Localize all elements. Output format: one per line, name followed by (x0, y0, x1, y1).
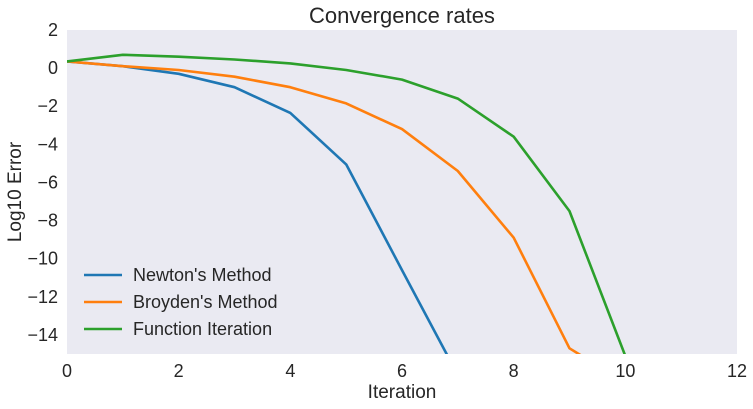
y-tick-label: −2 (37, 96, 58, 116)
series-lines (67, 53, 626, 354)
legend: Newton's Method Broyden's Method Function … (84, 265, 278, 339)
y-tick-label: −12 (27, 287, 58, 307)
x-tick-label: 10 (615, 361, 635, 381)
y-tick-label: −14 (27, 325, 58, 345)
x-tick-label: 0 (62, 361, 72, 381)
chart-title: Convergence rates (309, 3, 495, 28)
y-tick-label: 0 (48, 58, 58, 78)
y-tick-label: −4 (37, 134, 58, 154)
series-line-2 (67, 60, 582, 354)
x-tick-label: 2 (174, 361, 184, 381)
y-axis-ticks: 2 0 −2 −4 −6 −8 −10 −12 −14 (27, 20, 58, 345)
y-axis-label: Log10 Error (5, 141, 26, 242)
x-tick-label: 8 (509, 361, 519, 381)
x-tick-label: 12 (727, 361, 747, 381)
x-tick-label: 4 (285, 361, 295, 381)
y-tick-label: −10 (27, 249, 58, 269)
x-axis-ticks: 0 2 4 6 8 10 12 (62, 361, 747, 381)
legend-label-3: Function Iteration (133, 319, 272, 339)
x-tick-label: 6 (397, 361, 407, 381)
y-tick-label: −6 (37, 172, 58, 192)
legend-label-1: Newton's Method (133, 265, 272, 285)
y-tick-label: 2 (48, 20, 58, 40)
y-tick-label: −8 (37, 211, 58, 231)
legend-label-2: Broyden's Method (133, 292, 278, 312)
series-line-3 (67, 53, 626, 354)
x-axis-label: Iteration (368, 382, 437, 403)
plot-area (67, 30, 737, 354)
